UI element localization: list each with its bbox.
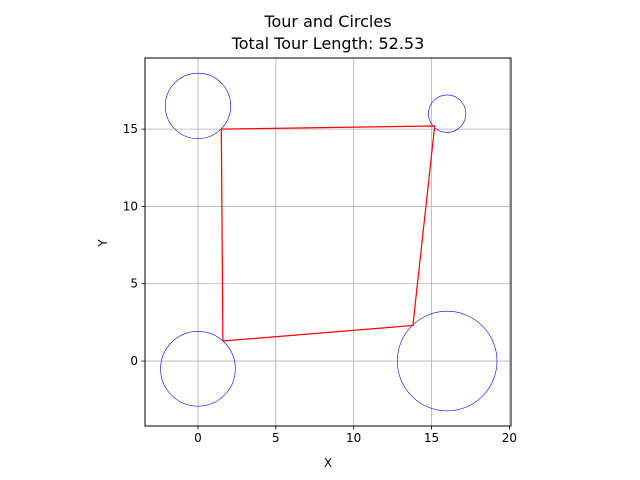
circle [397, 310, 498, 412]
grid-lines [145, 58, 511, 426]
tour-line [220, 125, 436, 342]
y-tick-label: 5 [130, 277, 138, 291]
x-tick-label: 20 [502, 431, 517, 445]
plot-frame [144, 57, 512, 427]
axis-ticks: 0 5 10 15 20 0 5 10 15 [123, 122, 517, 445]
x-axis-label: X [324, 456, 332, 470]
x-tick-label: 0 [194, 431, 202, 445]
y-axis-label: Y [96, 239, 110, 248]
circle [160, 331, 236, 407]
tour-path [220, 125, 436, 342]
circles [160, 72, 498, 412]
chart-subtitle: Total Tour Length: 52.53 [231, 34, 425, 53]
x-tick-label: 15 [424, 431, 439, 445]
circle [428, 94, 467, 133]
x-tick-label: 10 [346, 431, 361, 445]
circle [164, 72, 231, 139]
y-tick-label: 10 [123, 199, 138, 213]
x-tick-label: 5 [272, 431, 280, 445]
chart-title: Tour and Circles [263, 12, 391, 31]
y-tick-label: 15 [123, 122, 138, 136]
y-tick-label: 0 [130, 354, 138, 368]
